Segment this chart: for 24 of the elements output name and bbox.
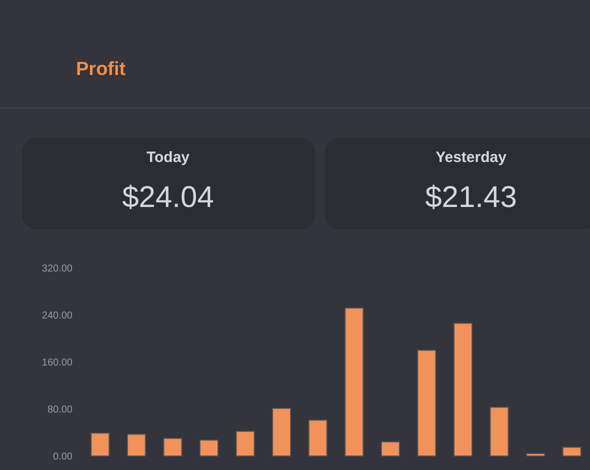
bar <box>380 441 400 456</box>
bar <box>272 408 292 456</box>
y-tick-label: 240.00 <box>42 310 73 322</box>
y-tick-label: 80.00 <box>47 404 73 416</box>
bar <box>90 432 110 456</box>
text: $24.04 <box>122 181 214 214</box>
bar <box>417 350 436 456</box>
bar <box>308 420 328 456</box>
y-tick-label: 160.00 <box>42 358 73 368</box>
bar <box>163 438 182 456</box>
bar <box>454 322 472 456</box>
y-tick-label: 0.00 <box>53 452 73 462</box>
bar <box>126 434 146 456</box>
text: $21.43 <box>425 181 517 214</box>
bar <box>236 430 255 456</box>
bar <box>526 453 546 456</box>
text: Yesterday <box>436 149 508 166</box>
bar <box>344 307 364 456</box>
chart-title: Profit <box>76 59 126 80</box>
bar <box>562 446 582 456</box>
bar <box>490 406 509 456</box>
bar <box>200 440 218 456</box>
text: Today <box>146 149 190 166</box>
y-tick-label: 320.00 <box>42 264 73 274</box>
